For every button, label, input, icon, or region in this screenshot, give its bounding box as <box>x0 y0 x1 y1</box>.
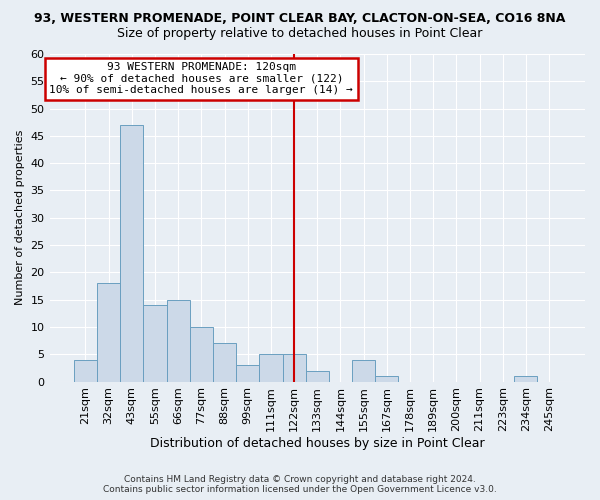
Bar <box>213 344 236 382</box>
Bar <box>97 284 120 382</box>
Bar <box>283 354 305 382</box>
Text: Contains HM Land Registry data © Crown copyright and database right 2024.
Contai: Contains HM Land Registry data © Crown c… <box>103 474 497 494</box>
Text: 93 WESTERN PROMENADE: 120sqm
← 90% of detached houses are smaller (122)
10% of s: 93 WESTERN PROMENADE: 120sqm ← 90% of de… <box>49 62 353 96</box>
Text: Size of property relative to detached houses in Point Clear: Size of property relative to detached ho… <box>118 28 482 40</box>
Bar <box>375 376 398 382</box>
Bar <box>514 376 538 382</box>
Bar <box>74 360 97 382</box>
Bar <box>120 125 143 382</box>
Bar <box>167 300 190 382</box>
Bar <box>305 370 329 382</box>
Bar <box>236 365 259 382</box>
Y-axis label: Number of detached properties: Number of detached properties <box>15 130 25 306</box>
X-axis label: Distribution of detached houses by size in Point Clear: Distribution of detached houses by size … <box>150 437 485 450</box>
Bar <box>143 305 167 382</box>
Bar <box>190 327 213 382</box>
Bar <box>352 360 375 382</box>
Text: 93, WESTERN PROMENADE, POINT CLEAR BAY, CLACTON-ON-SEA, CO16 8NA: 93, WESTERN PROMENADE, POINT CLEAR BAY, … <box>34 12 566 26</box>
Bar <box>259 354 283 382</box>
